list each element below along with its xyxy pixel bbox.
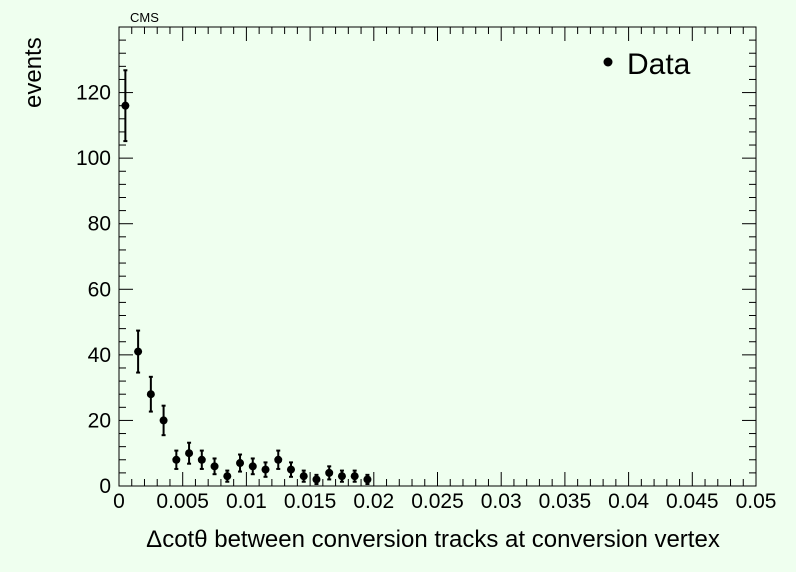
x-tick-label: 0.04 xyxy=(608,490,649,513)
data-point-19 xyxy=(363,473,372,486)
data-marker xyxy=(325,468,334,477)
data-marker xyxy=(350,472,359,481)
legend-label-data: Data xyxy=(627,48,691,81)
data-marker xyxy=(274,455,283,464)
data-point-17 xyxy=(337,469,346,483)
data-marker xyxy=(159,416,168,425)
data-point-11 xyxy=(261,461,270,478)
x-tick-label: 0.015 xyxy=(284,490,337,513)
y-tick-label: 100 xyxy=(76,147,111,170)
data-point-12 xyxy=(274,449,283,470)
x-tick-label: 0.005 xyxy=(156,490,209,513)
data-marker xyxy=(261,465,270,474)
x-axis-title: Δcotθ between conversion tracks at conve… xyxy=(146,526,720,553)
x-axis-tick-labels: 0 0.005 0.01 0.015 0.02 0.025 0.03 0.035 0.04 0.0… xyxy=(113,490,776,513)
data-marker xyxy=(363,475,372,484)
y-tick-label: 60 xyxy=(88,278,111,301)
cms-label: CMS xyxy=(130,10,159,25)
data-marker xyxy=(248,462,257,471)
x-axis-ticks xyxy=(118,27,757,486)
data-point-10 xyxy=(248,457,257,476)
legend: Data xyxy=(603,48,691,81)
data-point-16 xyxy=(325,465,334,481)
data-points xyxy=(121,69,372,486)
legend-marker xyxy=(603,57,613,67)
data-marker xyxy=(337,472,346,481)
data-marker xyxy=(185,449,194,458)
data-point-7 xyxy=(210,457,219,476)
data-point-9 xyxy=(236,453,245,473)
x-tick-label: 0.02 xyxy=(353,490,394,513)
y-tick-label: 120 xyxy=(76,82,111,105)
data-point-15 xyxy=(312,473,321,486)
x-tick-label: 0 xyxy=(113,490,125,513)
data-marker xyxy=(146,390,155,399)
y-axis-title: events xyxy=(20,37,47,108)
data-marker xyxy=(210,462,219,471)
y-axis-ticks xyxy=(119,26,756,487)
data-point-18 xyxy=(350,469,359,483)
data-marker xyxy=(223,472,232,481)
x-tick-label: 0.025 xyxy=(411,490,464,513)
data-point-1 xyxy=(134,329,143,374)
data-marker xyxy=(134,347,143,356)
data-point-0 xyxy=(121,69,130,143)
data-point-6 xyxy=(197,449,206,470)
y-tick-label: 20 xyxy=(88,409,111,432)
data-marker xyxy=(312,475,321,484)
data-marker xyxy=(121,101,130,110)
data-point-8 xyxy=(223,469,232,483)
data-marker xyxy=(197,455,206,464)
frame xyxy=(118,26,757,487)
data-marker xyxy=(236,459,245,468)
data-point-14 xyxy=(299,469,308,483)
data-point-3 xyxy=(159,404,168,437)
data-point-5 xyxy=(185,441,194,465)
data-point-2 xyxy=(146,375,155,413)
x-tick-label: 0.01 xyxy=(226,490,267,513)
y-axis-tick-labels: 0 20 40 60 80 100 120 xyxy=(76,82,111,498)
data-marker xyxy=(172,455,181,464)
x-tick-label: 0.045 xyxy=(666,490,719,513)
x-tick-label: 0.035 xyxy=(539,490,592,513)
x-tick-label: 0.03 xyxy=(481,490,522,513)
y-tick-label: 40 xyxy=(88,344,111,367)
data-point-13 xyxy=(286,461,295,478)
y-tick-label: 0 xyxy=(99,475,111,498)
data-point-4 xyxy=(172,449,181,470)
data-marker xyxy=(299,472,308,481)
y-tick-label: 80 xyxy=(88,213,111,236)
x-tick-label: 0.05 xyxy=(736,490,777,513)
data-marker xyxy=(286,465,295,474)
